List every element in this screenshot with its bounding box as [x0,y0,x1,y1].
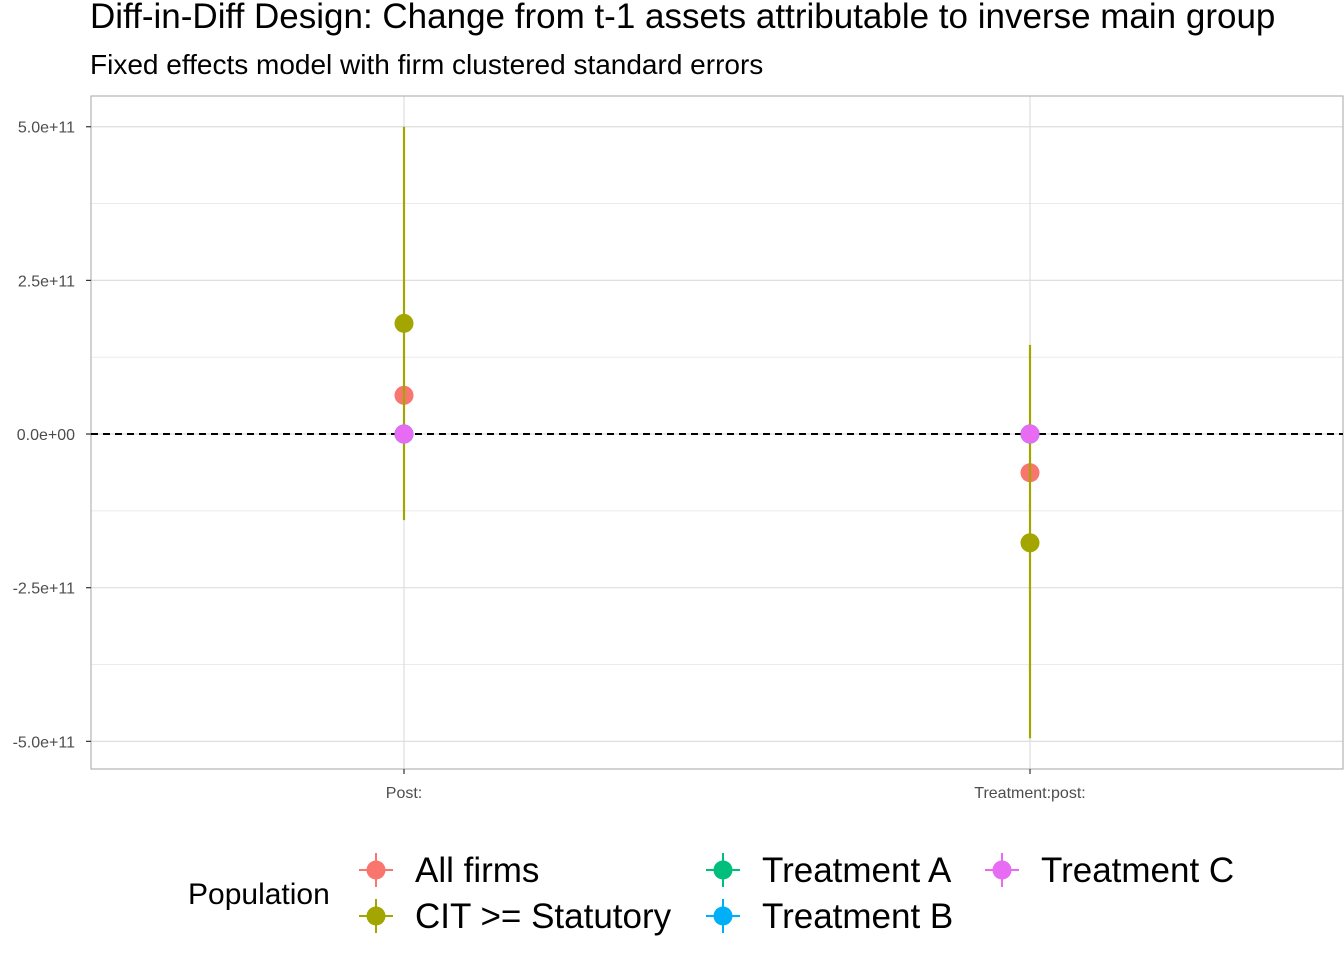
x-axis: Post: Treatment:post: [386,769,1086,802]
legend-label: Treatment B [762,897,953,936]
x-tick-label: Treatment:post: [974,785,1085,802]
plot-area [90,95,1344,770]
legend-title: Population [188,878,330,911]
data-point [394,424,414,444]
legend-label: All firms [415,851,539,890]
legend-label: CIT >= Statutory [415,897,672,936]
legend-label: Treatment A [762,851,952,890]
y-tick-label: 5.0e+11 [18,120,75,137]
y-tick-label: 0.0e+00 [17,427,75,444]
data-point [1020,533,1040,553]
legend-key-point [713,860,733,880]
data-point [394,313,414,333]
legend-key-point [366,906,386,926]
legend-key [359,899,393,933]
legend-key [985,853,1019,887]
chart-title: Diff-in-Diff Design: Change from t-1 ass… [90,0,1275,36]
legend-key-point [713,906,733,926]
y-tick-label: -2.5e+11 [13,581,76,598]
legend-key-point [366,860,386,880]
data-marks [394,126,1040,739]
y-axis: 5.0e+11 2.5e+11 0.0e+00 -2.5e+11 -5.0e+11 [13,120,91,751]
legend-key-point [992,860,1012,880]
data-point [1020,424,1040,444]
x-tick-label: Post: [386,785,422,802]
legend-key [706,899,740,933]
plot-panel-border [90,95,1344,770]
legend-key [359,853,393,887]
y-tick-label: 2.5e+11 [18,273,75,290]
y-tick-label: -5.0e+11 [13,734,76,751]
legend-key [706,853,740,887]
legend-label: Treatment C [1041,851,1234,890]
legend: Population All firms CIT >= Statutory Trea… [188,851,1234,936]
grid-lines [91,96,1343,769]
chart-subtitle: Fixed effects model with firm clustered … [90,49,763,80]
